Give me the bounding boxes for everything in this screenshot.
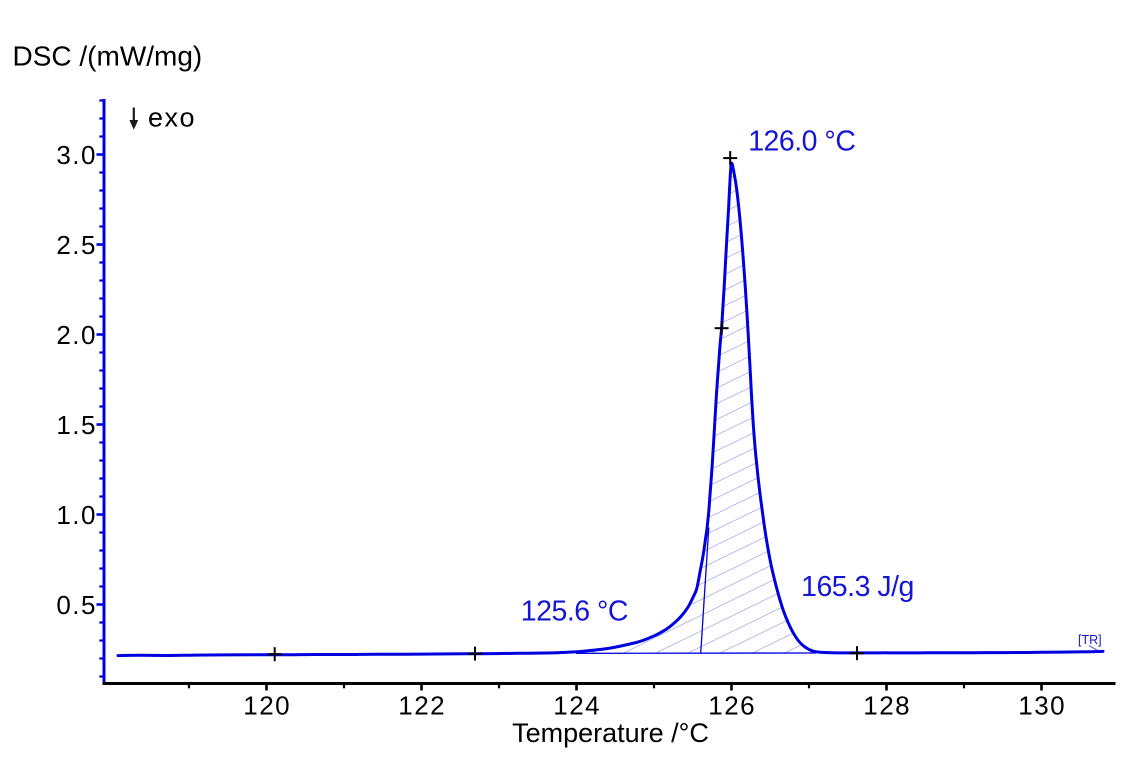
svg-text:exo: exo [148, 103, 196, 133]
svg-text:0.5: 0.5 [56, 590, 97, 620]
svg-text:126: 126 [708, 691, 756, 721]
svg-text:120: 120 [243, 691, 291, 721]
svg-text:1.5: 1.5 [56, 410, 97, 440]
svg-text:165.3 J/g: 165.3 J/g [801, 571, 914, 603]
svg-text:2.5: 2.5 [56, 230, 97, 260]
svg-text:Temperature /°C: Temperature /°C [512, 718, 709, 748]
svg-text:DSC /(mW/mg): DSC /(mW/mg) [13, 41, 203, 72]
svg-text:126.0 °C: 126.0 °C [748, 126, 855, 158]
svg-text:122: 122 [398, 691, 446, 721]
svg-text:1.0: 1.0 [56, 500, 97, 530]
svg-text:124: 124 [553, 691, 601, 721]
svg-text:128: 128 [863, 691, 911, 721]
svg-text:130: 130 [1018, 691, 1066, 721]
svg-text:3.0: 3.0 [56, 140, 97, 170]
svg-text:[TR]: [TR] [1078, 633, 1102, 647]
svg-text:2.0: 2.0 [56, 320, 97, 350]
svg-text:125.6 °C: 125.6 °C [521, 596, 628, 628]
